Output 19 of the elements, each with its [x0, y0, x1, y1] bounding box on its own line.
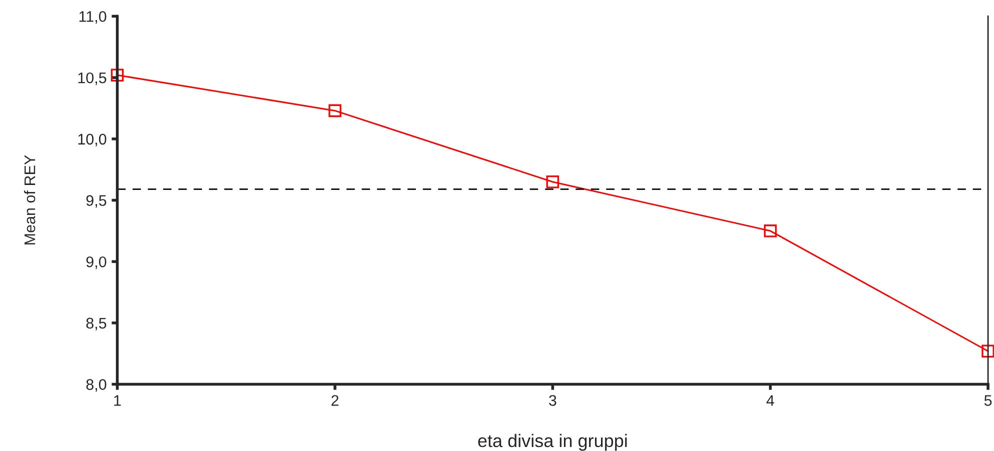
x-tick-label: 5: [984, 395, 992, 406]
y-tick-label: 11,0: [79, 11, 106, 24]
point: [328, 104, 342, 118]
y-tick-label: 10,0: [78, 134, 106, 146]
x-tick-label: 3: [549, 395, 556, 406]
x-tick-label: 1: [114, 395, 121, 406]
y-axis-title: Mean of REY: [24, 155, 36, 244]
point: [982, 344, 994, 358]
y-tick-label: 8,0: [86, 379, 106, 392]
y-tick-label: 9,5: [86, 195, 106, 208]
x-tick-label: 4: [766, 395, 774, 406]
y-tick-label: 8,5: [86, 318, 106, 330]
point: [546, 175, 560, 188]
point: [110, 68, 124, 82]
y-tick-label: 9,0: [86, 256, 106, 270]
point: [764, 224, 777, 238]
x-tick-label: 2: [332, 395, 338, 406]
x-axis-title: eta divisa in gruppi: [478, 434, 627, 451]
y-tick-label: 10,5: [78, 72, 106, 86]
